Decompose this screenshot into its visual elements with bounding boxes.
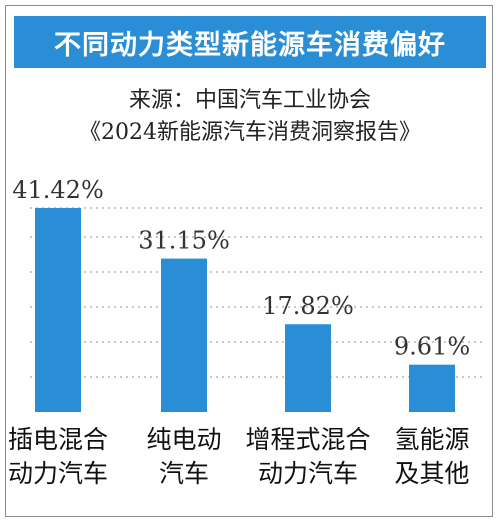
bar-2: [285, 324, 331, 412]
chart-frame: [5, 5, 493, 517]
category-label-0-1: 动力汽车: [8, 459, 108, 488]
category-label-3-1: 及其他: [394, 459, 469, 488]
category-label-1-0: 纯电动: [146, 425, 221, 454]
bar-1: [161, 258, 207, 412]
bar-0: [35, 208, 81, 412]
source-line-1: 来源：中国汽车工业协会: [128, 88, 371, 113]
chart-title: 不同动力类型新能源车消费偏好: [14, 16, 486, 68]
value-label-2: 17.82%: [262, 292, 354, 320]
value-label-0: 41.42%: [12, 176, 104, 204]
category-label-2-0: 增程式混合: [245, 425, 370, 454]
category-label-1-1: 汽车: [159, 459, 209, 488]
value-labels: 41.42% 31.15% 17.82% 9.61%: [12, 176, 470, 361]
source-line-2: 《2024新能源汽车消费洞察报告》: [79, 120, 421, 145]
bar-3: [409, 364, 455, 412]
category-label-2-1: 动力汽车: [258, 459, 358, 488]
value-label-1: 31.15%: [138, 227, 230, 255]
category-label-0-0: 插电混合: [8, 425, 108, 454]
category-label-3-0: 氢能源: [394, 425, 469, 454]
value-label-3: 9.61%: [394, 333, 470, 361]
bars: [35, 208, 455, 412]
